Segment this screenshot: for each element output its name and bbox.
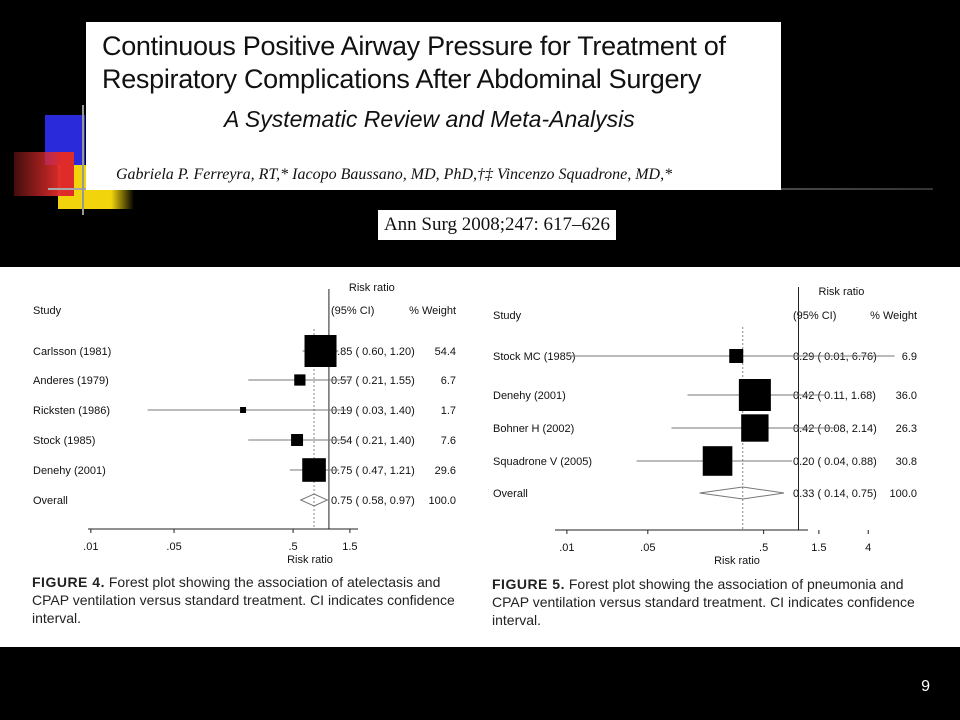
figure4-caption: FIGURE 4. Forest plot showing the associ… — [32, 573, 462, 627]
forest-x-tick-label: .5 — [288, 541, 297, 553]
forest-header-weight: % Weight — [409, 305, 456, 317]
forest-overall-ci: 0.33 ( 0.14, 0.75) — [793, 488, 877, 500]
forest-header-ci: (95% CI) — [793, 310, 836, 322]
paper-title: Continuous Positive Airway Pressure for … — [102, 31, 726, 94]
forest-header-rr: Risk ratio — [819, 286, 865, 298]
forest-overall-ci: 0.75 ( 0.58, 0.97) — [331, 495, 415, 507]
forest-x-label: Risk ratio — [714, 555, 760, 567]
forest-study-label: Denehy (2001) — [33, 465, 106, 477]
forest-ci-label: 0.19 ( 0.03, 1.40) — [331, 405, 415, 417]
forest-overall-diamond — [699, 486, 785, 500]
forest-effect-box — [304, 335, 337, 367]
forest-effect-box — [294, 374, 306, 386]
forest-x-tick-label: 1.5 — [342, 541, 357, 553]
forest-ci-label: 0.29 ( 0.01, 6.76) — [793, 351, 877, 363]
forest-overall-diamond — [299, 493, 329, 507]
forest-weight-label: 54.4 — [435, 346, 456, 358]
forest-effect-box — [729, 348, 744, 364]
paper-subtitle: A Systematic Review and Meta-Analysis — [224, 106, 635, 132]
forest-effect-box — [741, 414, 769, 442]
forest-x-label: Risk ratio — [287, 554, 333, 566]
forest-effect-box — [240, 407, 247, 413]
forest-ci-label: 0.20 ( 0.04, 0.88) — [793, 456, 877, 468]
figure5-caption-label: FIGURE 5. — [492, 576, 565, 592]
forest-weight-label: 7.6 — [441, 435, 456, 447]
paper-authors: Gabriela P. Ferreyra, RT,* Iacopo Baussa… — [116, 166, 673, 183]
forest-study-label: Stock (1985) — [33, 435, 95, 447]
forest-header-ci: (95% CI) — [331, 305, 374, 317]
forest-weight-label: 30.8 — [896, 456, 917, 468]
forest-weight-label: 1.7 — [441, 405, 456, 417]
forest-ci-label: 0.57 ( 0.21, 1.55) — [331, 375, 415, 387]
forest-x-tick-label: .01 — [559, 542, 574, 554]
forest-header-rr: Risk ratio — [349, 282, 395, 294]
forest-weight-label: 29.6 — [435, 465, 456, 477]
forest-study-label: Stock MC (1985) — [493, 351, 576, 363]
forest-study-label: Denehy (2001) — [493, 390, 566, 402]
deco-vertical-line — [82, 105, 84, 215]
forest-study-label: Ricksten (1986) — [33, 405, 110, 417]
forest-weight-label: 36.0 — [896, 390, 917, 402]
forest-effect-box — [738, 379, 771, 411]
forest-ci-label: 0.75 ( 0.47, 1.21) — [331, 465, 415, 477]
forest-ci-label: 0.42 ( 0.11, 1.68) — [793, 390, 876, 402]
forest-overall-label: Overall — [493, 488, 528, 500]
figure5-caption-text: Forest plot showing the association of p… — [492, 576, 915, 628]
forest-weight-label: 26.3 — [896, 423, 917, 435]
forest-header-study: Study — [493, 310, 522, 322]
forest-x-tick-label: .05 — [166, 541, 181, 553]
slide-page-number: 9 — [921, 678, 930, 695]
figure4-caption-label: FIGURE 4. — [32, 574, 105, 590]
paper-title-box: Continuous Positive Airway Pressure for … — [86, 22, 781, 190]
forest-overall-weight: 100.0 — [428, 495, 456, 507]
forest-ci-label: 0.42 ( 0.08, 2.14) — [793, 423, 877, 435]
forest-weight-label: 6.7 — [441, 375, 456, 387]
forest-study-label: Carlsson (1981) — [33, 346, 111, 358]
forest-overall-label: Overall — [33, 495, 68, 507]
forest-effect-box — [291, 434, 304, 446]
forest-x-tick-label: .01 — [83, 541, 98, 553]
journal-citation: Ann Surg 2008;247: 617–626 — [378, 210, 616, 240]
forest-x-tick-label: .5 — [759, 542, 768, 554]
figure4-caption-text: Forest plot showing the association of a… — [32, 574, 455, 626]
forest-study-label: Anderes (1979) — [33, 375, 109, 387]
forest-study-label: Bohner H (2002) — [493, 423, 574, 435]
forest-x-tick-label: 1.5 — [811, 542, 826, 554]
forest-study-label: Squadrone V (2005) — [493, 456, 592, 468]
forest-ci-label: 0.85 ( 0.60, 1.20) — [331, 346, 415, 358]
forest-effect-box — [702, 446, 733, 476]
forest-ci-label: 0.54 ( 0.21, 1.40) — [331, 435, 415, 447]
forest-header-weight: % Weight — [870, 310, 917, 322]
figure5-caption: FIGURE 5. Forest plot showing the associ… — [492, 575, 927, 629]
forest-overall-weight: 100.0 — [889, 488, 917, 500]
forest-effect-box — [302, 458, 326, 482]
forest-plots-svg: Risk ratio Study (95% CI) % Weight Carlsson … — [33, 282, 917, 567]
forest-x-tick-label: .05 — [640, 542, 655, 554]
forest-header-study: Study — [33, 305, 62, 317]
figure-panel: Risk ratio Study (95% CI) % Weight Carlsson … — [0, 267, 960, 647]
forest-weight-label: 6.9 — [902, 351, 917, 363]
forest-x-tick-label: 4 — [865, 542, 871, 554]
